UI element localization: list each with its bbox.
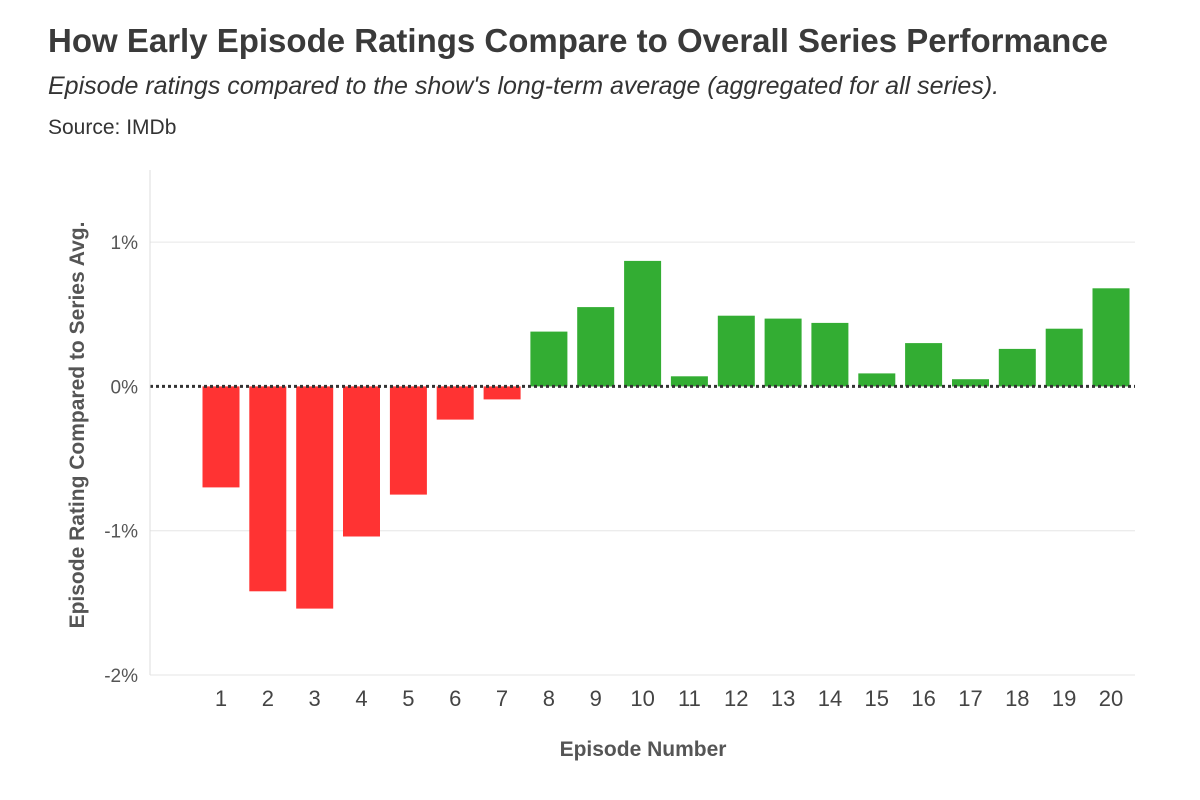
bar-episode-11 xyxy=(670,376,708,387)
bar-episode-16 xyxy=(905,343,943,387)
bar-episode-10 xyxy=(624,260,662,387)
bar-episode-6 xyxy=(436,386,474,420)
x-axis-title: Episode Number xyxy=(560,738,727,761)
bar-episode-18 xyxy=(998,348,1036,387)
bar-episode-9 xyxy=(577,307,615,387)
x-tick-label: 6 xyxy=(449,686,461,711)
x-tick-label: 1 xyxy=(215,686,227,711)
x-tick-label: 5 xyxy=(402,686,414,711)
x-tick-label: 20 xyxy=(1099,686,1123,711)
y-axis-ticks: 1% 0% -1% -2% xyxy=(104,233,138,687)
x-tick-label: 10 xyxy=(630,686,654,711)
y-tick-label: 1% xyxy=(111,233,139,254)
bar-episode-14 xyxy=(811,322,849,387)
bar-episode-13 xyxy=(764,318,802,387)
chart-source: Source: IMDb xyxy=(48,116,177,139)
bar-episode-5 xyxy=(389,386,427,495)
chart-subtitle: Episode ratings compared to the show's l… xyxy=(48,72,1000,100)
bars xyxy=(202,260,1130,609)
y-axis-title: Episode Rating Compared to Series Avg. xyxy=(66,222,89,629)
bar-episode-2 xyxy=(249,386,287,592)
chart-title: How Early Episode Ratings Compare to Ove… xyxy=(48,22,1109,59)
x-tick-label: 2 xyxy=(262,686,274,711)
x-tick-label: 13 xyxy=(771,686,795,711)
bar-episode-7 xyxy=(483,386,521,400)
bar-episode-20 xyxy=(1092,288,1130,387)
y-tick-label: -2% xyxy=(104,666,138,687)
y-tick-label: -1% xyxy=(104,522,138,543)
x-tick-label: 12 xyxy=(724,686,748,711)
x-tick-label: 4 xyxy=(355,686,367,711)
x-tick-label: 17 xyxy=(958,686,982,711)
bar-episode-15 xyxy=(858,373,896,387)
bar-episode-8 xyxy=(530,331,568,387)
x-tick-label: 8 xyxy=(543,686,555,711)
x-axis-ticks: 1 2 3 4 5 6 7 8 9 10 11 12 13 14 15 16 17 18 19 20 xyxy=(215,686,1123,711)
x-tick-label: 9 xyxy=(590,686,602,711)
bar-episode-3 xyxy=(296,386,334,609)
bar-episode-12 xyxy=(717,315,755,387)
x-tick-label: 15 xyxy=(865,686,889,711)
x-tick-label: 19 xyxy=(1052,686,1076,711)
x-tick-label: 18 xyxy=(1005,686,1029,711)
bar-episode-17 xyxy=(952,379,989,387)
bar-episode-19 xyxy=(1045,328,1083,387)
x-tick-label: 16 xyxy=(911,686,935,711)
bar-episode-1 xyxy=(202,386,240,488)
x-tick-label: 11 xyxy=(678,686,701,711)
y-tick-label: 0% xyxy=(111,377,139,398)
x-tick-label: 14 xyxy=(818,686,842,711)
x-tick-label: 7 xyxy=(496,686,508,711)
x-tick-label: 3 xyxy=(309,686,321,711)
bar-episode-4 xyxy=(343,386,380,537)
